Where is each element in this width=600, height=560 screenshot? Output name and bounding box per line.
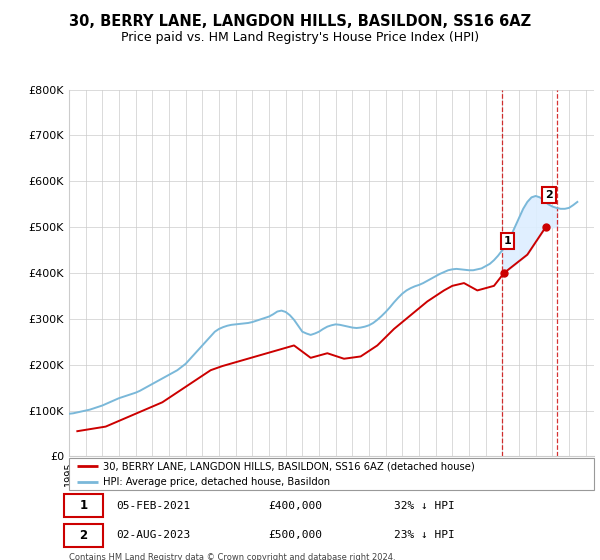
FancyBboxPatch shape [64, 524, 103, 547]
Text: £500,000: £500,000 [269, 530, 323, 540]
Text: 02-AUG-2023: 02-AUG-2023 [116, 530, 191, 540]
FancyBboxPatch shape [69, 458, 594, 490]
Text: Price paid vs. HM Land Registry's House Price Index (HPI): Price paid vs. HM Land Registry's House … [121, 31, 479, 44]
Text: 30, BERRY LANE, LANGDON HILLS, BASILDON, SS16 6AZ (detached house): 30, BERRY LANE, LANGDON HILLS, BASILDON,… [103, 461, 475, 472]
Text: 23% ↓ HPI: 23% ↓ HPI [395, 530, 455, 540]
Text: 1: 1 [503, 236, 511, 246]
Text: HPI: Average price, detached house, Basildon: HPI: Average price, detached house, Basi… [103, 477, 330, 487]
FancyBboxPatch shape [64, 494, 103, 517]
Text: 30, BERRY LANE, LANGDON HILLS, BASILDON, SS16 6AZ: 30, BERRY LANE, LANGDON HILLS, BASILDON,… [69, 14, 531, 29]
Text: £400,000: £400,000 [269, 501, 323, 511]
Text: 05-FEB-2021: 05-FEB-2021 [116, 501, 191, 511]
Text: 2: 2 [79, 529, 88, 542]
Text: Contains HM Land Registry data © Crown copyright and database right 2024.
This d: Contains HM Land Registry data © Crown c… [69, 553, 395, 560]
Text: 32% ↓ HPI: 32% ↓ HPI [395, 501, 455, 511]
Text: 2: 2 [545, 190, 553, 200]
Text: 1: 1 [79, 499, 88, 512]
